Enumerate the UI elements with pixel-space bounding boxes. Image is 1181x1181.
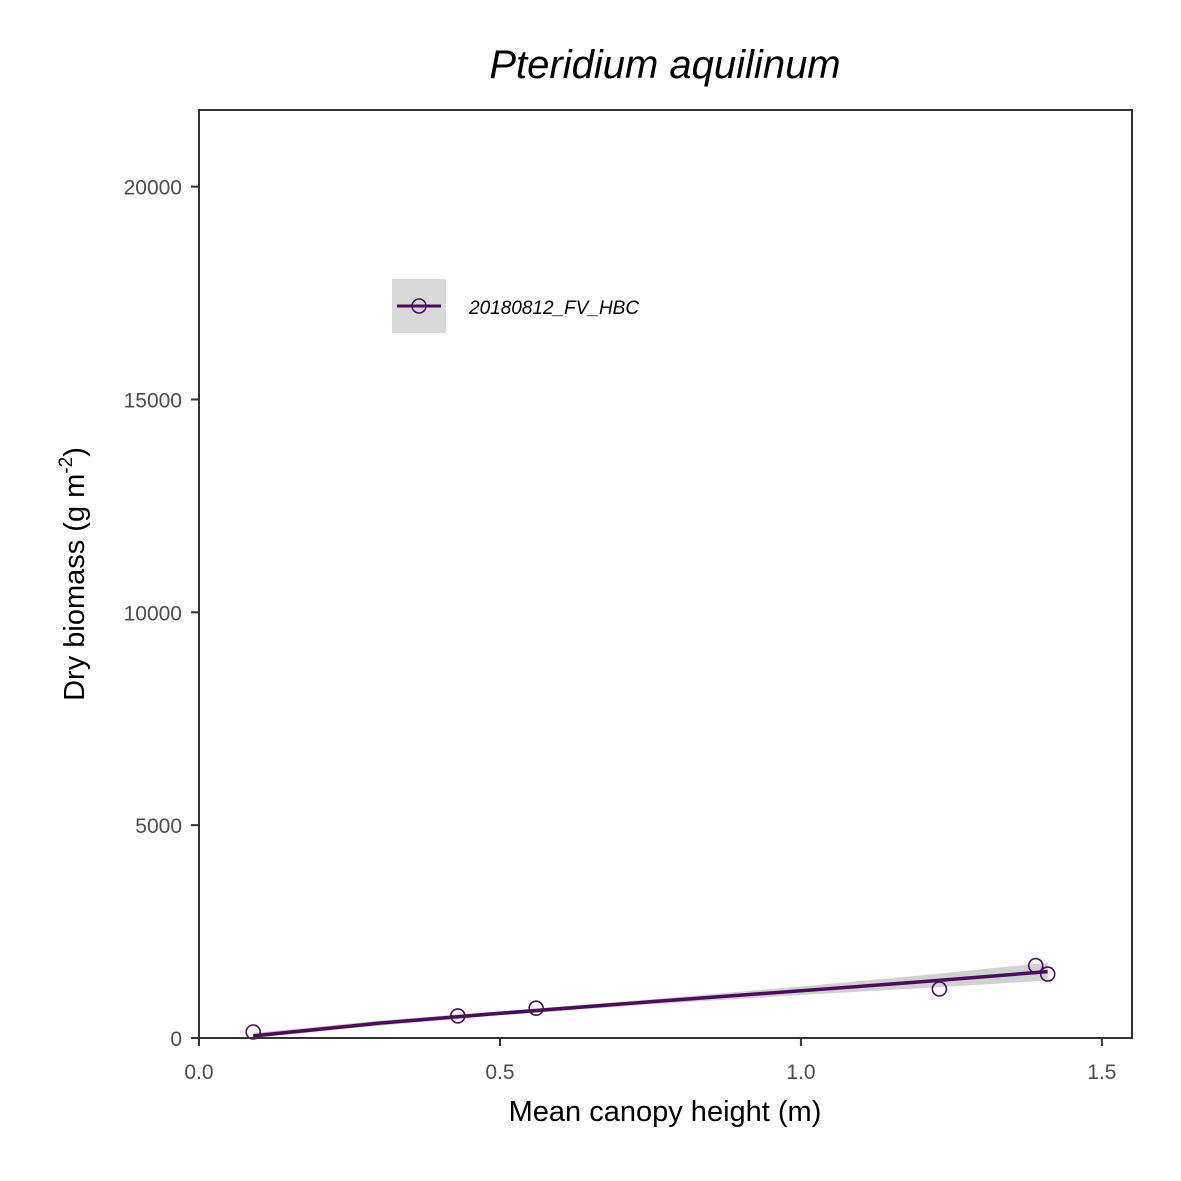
data-point xyxy=(931,981,948,997)
chart-title: Pteridium aquilinum xyxy=(489,43,840,87)
legend-key-marker xyxy=(411,298,427,314)
y-tick-label: 10000 xyxy=(124,602,182,625)
y-tick-label: 20000 xyxy=(124,177,182,200)
y-axis-title-close: ) xyxy=(59,447,91,457)
data-point xyxy=(1027,957,1044,974)
x-tick-label: 1.5 xyxy=(1087,1061,1116,1084)
x-axis: 0.0 0.5 1.0 1.5 xyxy=(184,1038,1117,1084)
data-point xyxy=(1039,966,1056,982)
x-axis-title: Mean canopy height (m) xyxy=(509,1096,822,1128)
y-axis-title-superscript: -2 xyxy=(56,457,77,474)
y-axis-title: Dry biomass (g m-2) xyxy=(56,447,91,701)
legend: 20180812_FV_HBC xyxy=(392,279,639,333)
panel-border xyxy=(198,109,1133,1039)
x-tick-label: 1.0 xyxy=(786,1061,815,1084)
y-axis-title-main: Dry biomass (g m xyxy=(59,474,91,701)
x-tick-label: 0.0 xyxy=(184,1061,213,1084)
data-point xyxy=(449,1008,466,1024)
legend-label: 20180812_FV_HBC xyxy=(468,298,639,319)
y-tick-label: 15000 xyxy=(124,389,182,412)
x-tick-label: 0.5 xyxy=(485,1061,514,1084)
data-point xyxy=(528,1000,544,1017)
y-axis: 0 5000 10000 15000 20000 xyxy=(124,177,199,1051)
y-tick-label: 5000 xyxy=(135,815,182,838)
fit-line xyxy=(253,969,1048,1038)
plot-area xyxy=(245,957,1056,1040)
y-tick-label: 0 xyxy=(170,1028,182,1051)
